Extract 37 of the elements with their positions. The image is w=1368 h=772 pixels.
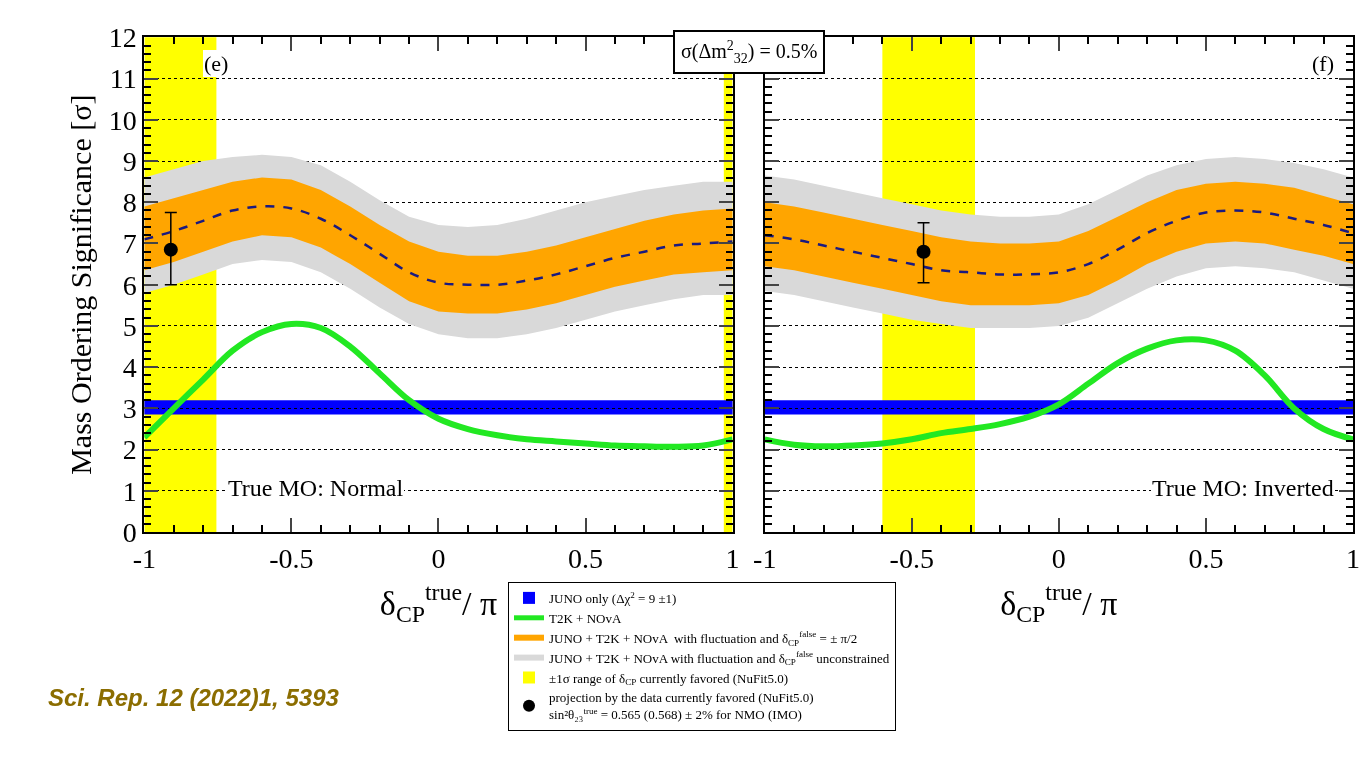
legend-label: T2K + NOvA [549,610,622,626]
y-tick-label: 3 [122,393,137,425]
y-tick-label: 11 [109,63,137,95]
x-axis-title: δ$_{CP}$$^{true}$/ π [1000,579,1118,627]
x-tick-label: -1 [753,542,777,574]
y-tick-label: 5 [122,310,137,342]
legend-label: JUNO + T2K + NOvA with fluctuation and δ$_{CP}$$^{false}$ unconstrained [549,649,890,668]
x-tick-label: 0 [431,542,446,574]
x-tick-label: -0.5 [889,542,934,574]
annotation: True MO: Normal [228,475,404,501]
x-tick-label: 0.5 [568,542,604,574]
legend-label: ±1σ range of δ$_{CP}$ currently favored (NuFit5.0) [549,670,788,688]
x-tick-label: 1 [725,542,740,574]
x-axis-title: δ$_{CP}$$^{true}$/ π [379,579,498,627]
y-tick-label: 9 [122,145,137,177]
y-tick-label: 12 [108,22,137,54]
annotation: (f) [1312,51,1334,76]
legend-label: JUNO only (Δχ$^{2}$ = 9 ±1) [549,589,677,606]
y-tick-label: 4 [122,351,137,383]
y-tick-label: 2 [122,434,137,466]
x-tick-label: -0.5 [269,542,314,574]
x-tick-label: 1 [1345,542,1360,574]
text: Sci. Rep. 12 (2022)1, 5393 [48,684,340,711]
line-series [144,205,733,287]
annotation: (e) [204,51,229,76]
legend-label: projection by the data currently favored (NuFit5.0) sin²θ₂₃$^{true}$ = 0.565 (0.568) ± 2% for NMO (IMO) [549,690,814,723]
x-tick-label: 0.5 [1188,542,1224,574]
annotation: True MO: Inverted [1152,475,1334,501]
y-tick-label: 1 [122,475,137,507]
y-tick-label: 10 [108,104,137,136]
annotation: σ(Δm$^{2}$$_{32}$) = 0.5% [681,38,818,66]
legend-label: JUNO + T2K + NOvA with fluctuation and δ$_{CP}$$^{false}$ = ± π/2 [549,629,858,648]
x-tick-label: 0 [1051,542,1066,574]
y-tick-label: 6 [122,269,137,301]
y-tick-label: 8 [122,187,137,219]
y-tick-label: 7 [122,228,137,260]
y-axis-title: Mass Ordering Significance [σ] [64,94,98,475]
